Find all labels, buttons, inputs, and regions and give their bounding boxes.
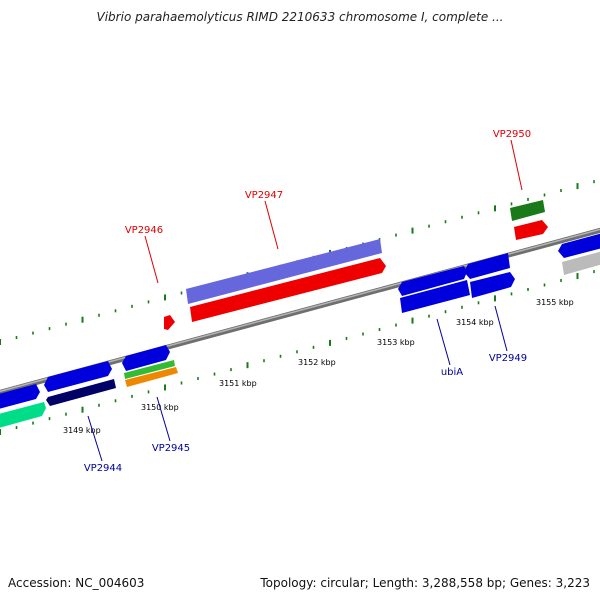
gene-label-vp2947: VP2947 bbox=[245, 190, 283, 201]
gene-feature-red-vp2950[interactable] bbox=[514, 220, 548, 240]
gene-feature-gray-right[interactable] bbox=[562, 249, 600, 275]
gene-feature-navy-vp2944[interactable] bbox=[46, 379, 116, 406]
gene-feature-purple-vp2947[interactable] bbox=[186, 239, 382, 304]
map-title: Vibrio parahaemolyticus RIMD 2210633 chr… bbox=[96, 10, 504, 24]
gene-feature-red-vp2947[interactable] bbox=[190, 258, 386, 322]
gene-label-vp2949: VP2949 bbox=[489, 353, 527, 364]
tick-marks bbox=[0, 180, 595, 435]
gene-feature-blue-right[interactable] bbox=[558, 231, 600, 258]
scale-label-3151: 3151 kbp bbox=[219, 379, 257, 388]
leader-vp2945 bbox=[156, 396, 171, 442]
gene-feature-green-vp2950[interactable] bbox=[510, 200, 545, 221]
gene-feature-blue-vp2945[interactable] bbox=[122, 345, 170, 371]
gene-label-vp2945: VP2945 bbox=[152, 443, 190, 454]
leader-vp2949 bbox=[494, 305, 508, 352]
leader-vp2950 bbox=[510, 139, 523, 191]
gene-feature-red-vp2946[interactable] bbox=[164, 315, 175, 330]
leader-vp2944 bbox=[87, 415, 103, 462]
scale-label-3153: 3153 kbp bbox=[377, 338, 415, 347]
topology-summary-text: Topology: circular; Length: 3,288,558 bp… bbox=[260, 576, 590, 590]
gene-feature-green-vp2945[interactable] bbox=[124, 360, 175, 379]
gene-feature-blue-vp2949-b[interactable] bbox=[470, 272, 515, 298]
scale-label-3152: 3152 kbp bbox=[298, 358, 336, 367]
gene-label-vp2950: VP2950 bbox=[493, 129, 531, 140]
gene-label-ubia: ubiA bbox=[441, 367, 463, 378]
leader-vp2946 bbox=[144, 235, 159, 284]
leader-ubia bbox=[436, 318, 451, 366]
leader-vp2947 bbox=[264, 200, 279, 250]
gene-feature-teal-left[interactable] bbox=[0, 402, 46, 429]
scale-label-3154: 3154 kbp bbox=[456, 318, 494, 327]
gene-feature-blue-vp2949-a[interactable] bbox=[464, 253, 510, 279]
gene-features bbox=[0, 200, 600, 429]
gene-feature-orange-vp2945[interactable] bbox=[125, 367, 178, 387]
scale-label-3149: 3149 kbp bbox=[63, 426, 101, 435]
gene-label-vp2944: VP2944 bbox=[84, 463, 122, 474]
gene-feature-blue-ubia-a[interactable] bbox=[398, 266, 467, 296]
gene-feature-blue-ubia-b[interactable] bbox=[400, 280, 470, 313]
gene-label-vp2946: VP2946 bbox=[125, 225, 163, 236]
accession-text: Accession: NC_004603 bbox=[8, 576, 145, 590]
gene-feature-blue-left-a[interactable] bbox=[0, 384, 40, 410]
gene-feature-blue-vp2944[interactable] bbox=[44, 361, 112, 392]
scale-label-3155: 3155 kbp bbox=[536, 298, 574, 307]
